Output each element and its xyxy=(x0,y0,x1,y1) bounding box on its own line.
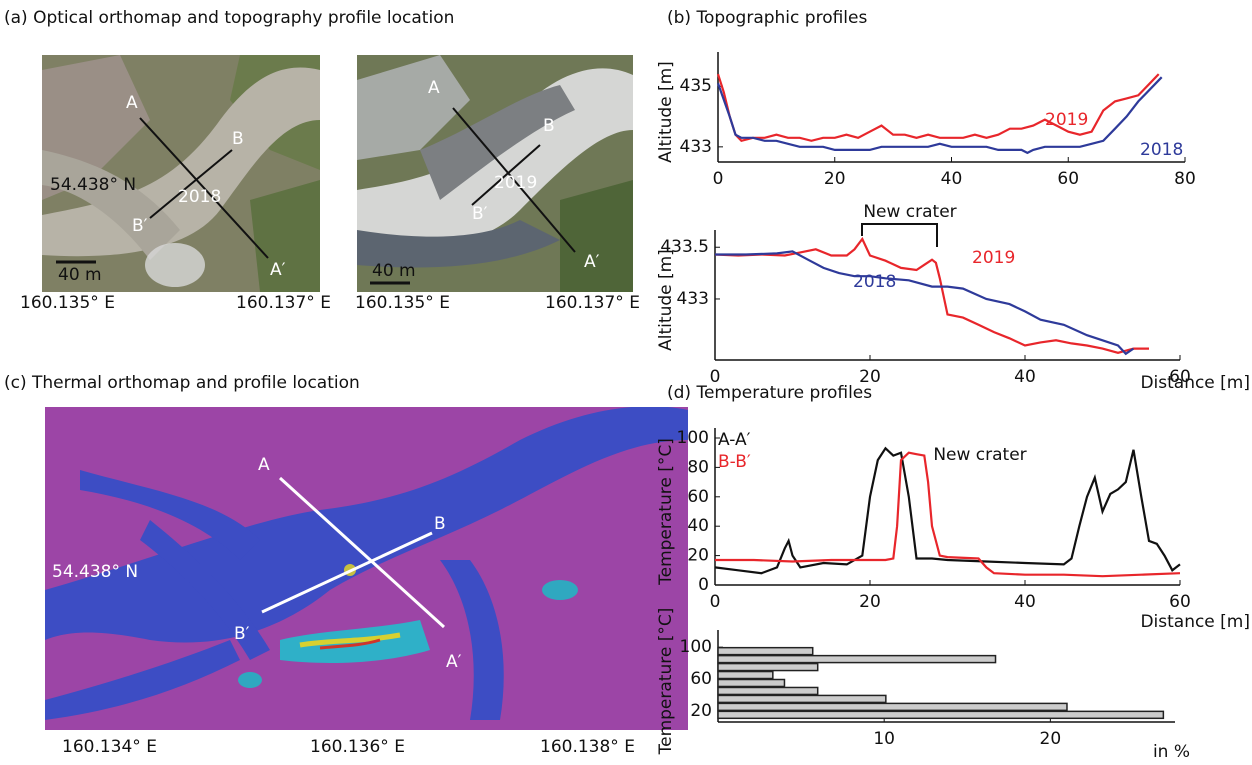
lon-label: 160.137° E xyxy=(545,293,640,313)
panel-title: (d) Temperature profiles xyxy=(667,383,872,403)
point-label: B xyxy=(543,116,555,136)
year-label: 2018 xyxy=(178,187,221,207)
latitude-label: 54.438° N xyxy=(52,562,138,582)
y-tick-label: 100 xyxy=(680,637,712,657)
y-tick-label: 433 xyxy=(677,289,709,309)
point-label: A′ xyxy=(270,260,286,280)
point-label: A′ xyxy=(446,652,462,672)
histogram-bar xyxy=(718,672,773,679)
y-tick-label: 20 xyxy=(687,546,709,566)
point-label: A xyxy=(258,455,270,475)
y-tick-label: 0 xyxy=(698,575,709,595)
y-tick-label: 20 xyxy=(690,701,712,721)
x-tick-label: 20 xyxy=(1040,729,1062,749)
point-label: B′ xyxy=(234,624,250,644)
lon-label: 160.134° E xyxy=(62,737,157,757)
x-tick-label: 60 xyxy=(1169,592,1191,612)
legend-entry: B-B′ xyxy=(718,452,751,472)
panel-title: (a) Optical orthomap and topography prof… xyxy=(4,8,454,28)
year-label: 2019 xyxy=(494,173,537,193)
y-tick-label: 100 xyxy=(677,428,709,448)
point-label: B xyxy=(434,514,446,534)
histogram-bar xyxy=(718,648,813,655)
series-line xyxy=(718,77,1162,153)
histogram-bar xyxy=(718,703,1067,710)
x-axis-label: Distance [m] xyxy=(1140,373,1250,393)
x-tick-label: 80 xyxy=(1174,169,1196,189)
series-label: 2019 xyxy=(1045,110,1088,130)
series-line xyxy=(715,239,1149,353)
annotation: New crater xyxy=(863,202,956,222)
point-label: B′ xyxy=(132,216,148,236)
series-label: 2018 xyxy=(1140,140,1183,160)
y-tick-label: 60 xyxy=(687,487,709,507)
thermal-map xyxy=(45,406,688,730)
x-axis-label: in % xyxy=(1153,742,1190,762)
histogram-bar xyxy=(718,680,784,687)
point-label: A xyxy=(428,78,440,98)
annotation: New crater xyxy=(933,445,1026,465)
x-tick-label: 20 xyxy=(859,367,881,387)
lon-label: 160.138° E xyxy=(540,737,635,757)
lon-label: 160.137° E xyxy=(236,293,331,313)
lon-label: 160.135° E xyxy=(20,293,115,313)
x-tick-label: 20 xyxy=(859,592,881,612)
x-tick-label: 10 xyxy=(873,729,895,749)
y-tick-label: 435 xyxy=(680,76,712,96)
scale-label: 40 m xyxy=(58,265,102,285)
figure: (a) Optical orthomap and topography prof… xyxy=(0,0,1252,765)
histogram-bar xyxy=(718,695,886,702)
point-label: B′ xyxy=(472,204,488,224)
series-label: 2018 xyxy=(853,272,896,292)
x-tick-label: 40 xyxy=(1014,367,1036,387)
x-axis-label: Distance [m] xyxy=(1140,612,1250,632)
lon-label: 160.135° E xyxy=(355,293,450,313)
histogram-bar xyxy=(718,656,996,663)
y-axis-label: Altitude [m] xyxy=(656,61,676,163)
annotation-bracket xyxy=(862,224,937,247)
histogram-bar xyxy=(718,687,818,694)
series-line xyxy=(715,453,1180,577)
x-tick-label: 40 xyxy=(941,169,963,189)
panel-title: (b) Topographic profiles xyxy=(667,8,867,28)
scale-label: 40 m xyxy=(372,261,416,281)
lon-label: 160.136° E xyxy=(310,737,405,757)
y-tick-label: 40 xyxy=(687,516,709,536)
optical-map xyxy=(42,55,320,292)
point-label: B xyxy=(232,129,244,149)
histogram-bar xyxy=(718,664,818,671)
point-label: A′ xyxy=(584,252,600,272)
legend-entry: A-A′ xyxy=(718,430,751,450)
x-tick-label: 60 xyxy=(1057,169,1079,189)
panel-title: (c) Thermal orthomap and profile locatio… xyxy=(4,373,360,393)
point-label: A xyxy=(126,93,138,113)
series-line xyxy=(718,74,1159,141)
histogram-bar xyxy=(718,711,1163,718)
x-tick-label: 0 xyxy=(710,367,721,387)
series-line xyxy=(715,251,1134,353)
y-axis-label: Temperature [°C] xyxy=(656,608,676,756)
x-tick-label: 0 xyxy=(713,169,724,189)
x-tick-label: 0 xyxy=(710,592,721,612)
y-tick-label: 80 xyxy=(687,457,709,477)
y-tick-label: 60 xyxy=(690,669,712,689)
series-line xyxy=(715,448,1180,573)
latitude-label: 54.438° N xyxy=(50,175,136,195)
series-label: 2019 xyxy=(972,248,1015,268)
x-tick-label: 40 xyxy=(1014,592,1036,612)
x-tick-label: 20 xyxy=(824,169,846,189)
y-axis-label: Altitude [m] xyxy=(656,249,676,351)
y-axis-label: Temperature [°C] xyxy=(656,438,676,586)
y-tick-label: 433 xyxy=(680,137,712,157)
